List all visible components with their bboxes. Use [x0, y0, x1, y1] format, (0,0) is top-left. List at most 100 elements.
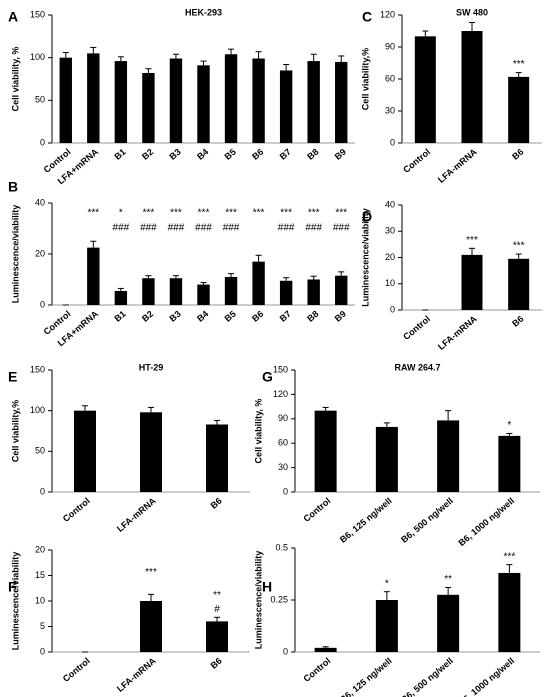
bar — [252, 58, 265, 143]
x-tick-label: Control — [401, 314, 432, 342]
bar — [508, 76, 530, 143]
y-tick-label: 0.25 — [270, 594, 288, 604]
significance-label: *** — [143, 208, 155, 219]
bar — [140, 601, 162, 652]
significance-label: * — [385, 578, 389, 589]
bar — [498, 572, 521, 652]
significance-label: *** — [253, 208, 265, 219]
y-tick-label: 5 — [40, 621, 45, 631]
y-tick-label: 150 — [273, 364, 288, 374]
y-axis-label: Cell viability, % — [10, 47, 20, 112]
y-tick-label: 100 — [30, 52, 45, 62]
y-tick-label: 20 — [35, 248, 45, 258]
significance-label: ### — [305, 223, 322, 234]
y-tick-label: 0 — [283, 646, 288, 656]
x-tick-label: B1 — [112, 147, 127, 162]
bar — [59, 57, 72, 143]
bar — [314, 410, 337, 492]
y-tick-label: 15 — [35, 570, 45, 580]
x-tick-label: B9 — [333, 309, 348, 324]
panel-letter: D — [362, 209, 372, 225]
bar — [197, 284, 210, 305]
y-tick-label: 120 — [273, 389, 288, 399]
bar — [461, 254, 483, 310]
chart-title: HT-29 — [139, 362, 164, 372]
x-tick-label: LFA-mRNA — [115, 655, 158, 694]
y-tick-label: 30 — [278, 462, 288, 472]
significance-label: *** — [280, 208, 292, 219]
x-tick-label: B5 — [223, 147, 238, 162]
x-tick-label: B8 — [305, 147, 320, 162]
y-tick-label: 10 — [35, 595, 45, 605]
y-tick-label: 50 — [35, 95, 45, 105]
bar — [437, 420, 460, 492]
panel-letter: C — [362, 9, 372, 25]
x-tick-label: B6, 500 ng/well — [399, 496, 455, 545]
panel-letter: G — [262, 369, 273, 385]
bar — [140, 412, 162, 492]
bar — [142, 73, 155, 143]
y-tick-label: 90 — [385, 41, 395, 51]
bar — [335, 61, 348, 143]
bar — [206, 621, 228, 652]
y-tick-label: 10 — [385, 278, 395, 288]
x-tick-label: B6 — [209, 496, 224, 511]
y-tick-label: 0 — [283, 486, 288, 496]
y-axis-label: Luminescence/viability — [10, 552, 20, 651]
x-tick-label: B4 — [195, 309, 210, 324]
significance-label: * — [119, 208, 123, 219]
x-tick-label: LFA-mRNA — [115, 495, 158, 534]
significance-label: ### — [113, 223, 130, 234]
y-axis-label: Luminescence/viability — [360, 208, 370, 307]
y-tick-label: 90 — [278, 413, 288, 423]
y-axis-label: Cell viability,% — [10, 400, 20, 462]
y-axis-label: Luminescence/viability — [253, 551, 263, 650]
bar — [508, 258, 530, 310]
bar — [197, 65, 210, 143]
x-tick-label: B6, 1000 ng/well — [456, 656, 516, 697]
bar — [498, 435, 521, 492]
significance-label: * — [507, 420, 511, 431]
y-axis-label: Cell viability, % — [253, 399, 263, 464]
significance-label: *** — [504, 551, 516, 562]
x-tick-label: B6, 1000 ng/well — [456, 496, 516, 548]
significance-label: *** — [308, 208, 320, 219]
y-tick-label: 40 — [35, 197, 45, 207]
y-tick-label: 0 — [390, 304, 395, 314]
significance-label: ### — [195, 223, 212, 234]
bar — [314, 647, 337, 652]
significance-label: ### — [223, 223, 240, 234]
x-tick-label: Control — [61, 496, 92, 524]
x-tick-label: LFA-mRNA — [436, 313, 479, 352]
significance-label: *** — [335, 208, 347, 219]
x-tick-label: Control — [401, 147, 432, 175]
significance-label: *** — [513, 241, 525, 252]
x-tick-label: B6, 500 ng/well — [399, 656, 455, 697]
bar — [279, 280, 293, 305]
y-tick-label: 0 — [40, 137, 45, 147]
significance-label: *** — [87, 208, 99, 219]
y-tick-label: 20 — [35, 544, 45, 554]
bar — [87, 53, 100, 143]
significance-label: ### — [333, 223, 350, 234]
bar — [169, 58, 183, 143]
y-tick-label: 0 — [390, 137, 395, 147]
y-axis-label: Cell viability,% — [360, 48, 370, 110]
y-tick-label: 40 — [385, 199, 395, 209]
x-tick-label: B6 — [510, 314, 525, 329]
chart-title: HEK-293 — [185, 7, 222, 17]
y-tick-label: 0.5 — [275, 542, 288, 552]
bar — [114, 61, 128, 143]
bar — [461, 31, 483, 143]
chart-title: SW 480 — [456, 7, 488, 17]
y-tick-label: 120 — [380, 9, 395, 19]
bar — [74, 410, 96, 492]
y-tick-label: 30 — [385, 105, 395, 115]
bar — [307, 61, 320, 143]
bar — [414, 36, 436, 144]
significance-label: *** — [513, 59, 525, 70]
x-tick-label: B1 — [112, 309, 127, 324]
bar — [224, 54, 238, 143]
x-tick-label: Control — [301, 656, 332, 684]
